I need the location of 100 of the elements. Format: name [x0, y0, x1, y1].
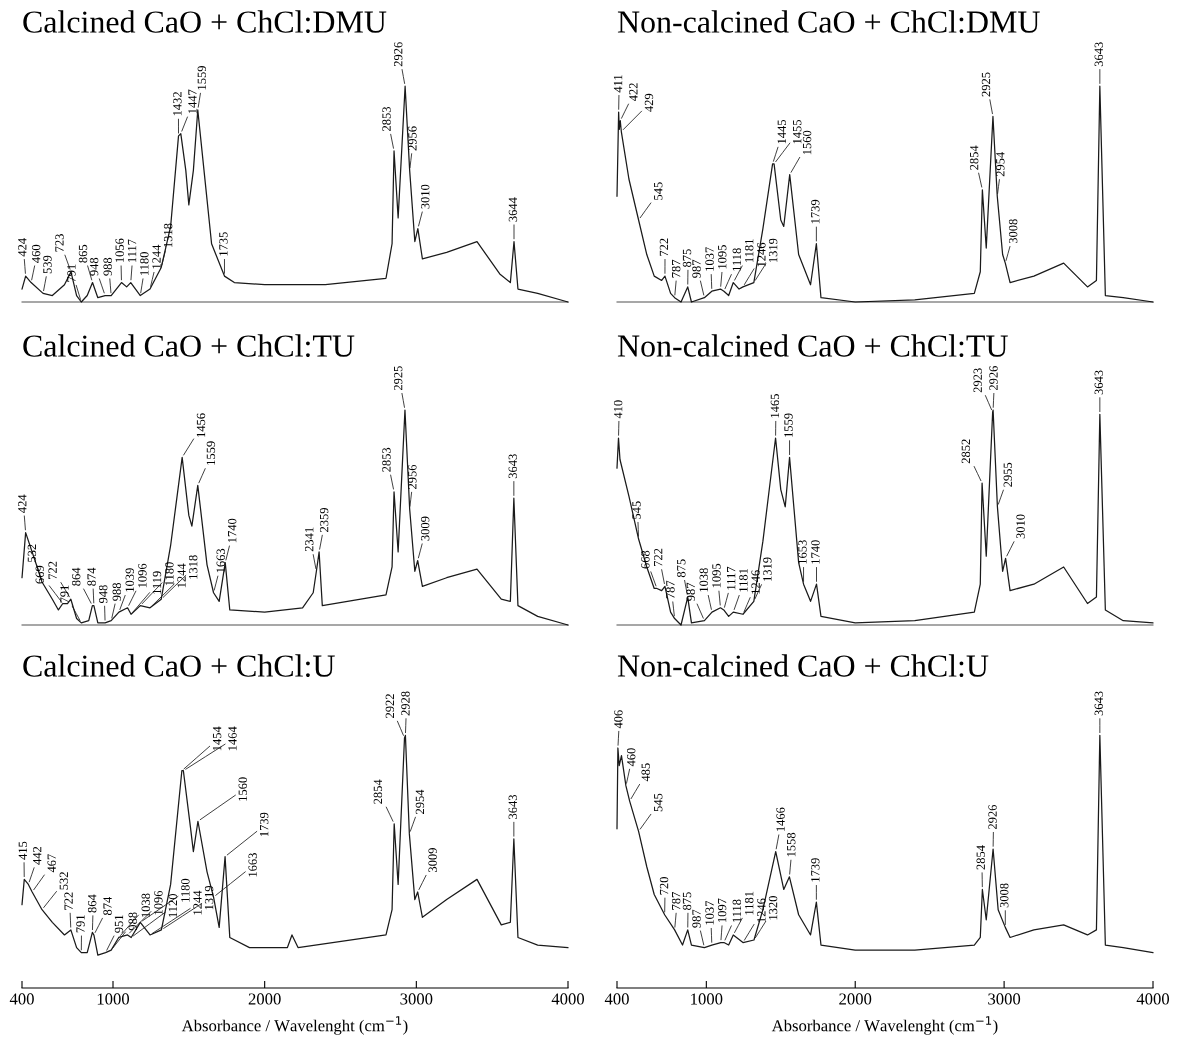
annotation: 1118 — [732, 899, 742, 922]
annotation: 1560 — [238, 777, 247, 801]
annotation: 406 — [614, 710, 623, 729]
annotation: 1739 — [259, 812, 269, 837]
annotation: 1456 — [196, 413, 206, 437]
annotation: 3009 — [428, 848, 437, 872]
annotation: 1181 — [744, 891, 754, 915]
annotation: 1244 — [193, 890, 202, 915]
x-axis-title: Absorbance / Wavelenght (cm$^{−1}$) — [771, 1016, 998, 1035]
annotation: 948 — [89, 257, 99, 276]
annotation: 411 — [613, 75, 623, 93]
annotation: 791 — [76, 915, 85, 933]
annotation: 1558 — [787, 832, 796, 857]
annotation: 2926 — [989, 366, 998, 391]
annotation: 875 — [677, 559, 686, 578]
x-tick-label: 1000 — [691, 993, 723, 1005]
annotation: 2925 — [981, 72, 991, 97]
annotation: 467 — [47, 854, 56, 873]
annotation: 1095 — [712, 563, 721, 588]
annotation: 2955 — [1003, 462, 1012, 487]
annotation: 1246 — [751, 570, 760, 594]
annotation: 1039 — [125, 568, 134, 592]
annotation: 1096 — [138, 563, 147, 588]
annotation: 3010 — [420, 184, 430, 209]
annotation: 1653 — [798, 540, 807, 564]
annotation: 3010 — [1016, 514, 1025, 539]
chart-title: Calcined CaO + ChCl:DMU — [23, 10, 387, 33]
annotation: 2853 — [382, 447, 391, 472]
annotation: 3643 — [508, 794, 517, 819]
annotation: 1447 — [188, 89, 197, 114]
annotation: 2923 — [973, 368, 982, 393]
annotation: 3643 — [1094, 691, 1103, 716]
annotation: 987 — [692, 909, 701, 928]
annotation: 720 — [659, 877, 669, 895]
annotation: 415 — [18, 841, 28, 860]
x-tick-label: 2000 — [248, 993, 281, 1005]
annotation: 2852 — [961, 439, 971, 464]
annotation: 2954 — [996, 152, 1005, 177]
annotation: 1246 — [757, 242, 766, 267]
annotation: 1559 — [784, 413, 793, 437]
x-tick-label: 400 — [9, 993, 34, 1005]
annotation: 2922 — [385, 694, 395, 718]
annotation: 874 — [103, 896, 112, 916]
annotation: 1663 — [248, 853, 257, 877]
annotation: 1466 — [776, 807, 785, 832]
annotation: 948 — [98, 585, 108, 603]
annotation: 1319 — [768, 238, 778, 263]
annotation: 2926 — [394, 42, 403, 67]
annotation: 1319 — [204, 885, 214, 910]
annotation: 1319 — [763, 557, 772, 581]
annotation: 1318 — [163, 223, 173, 247]
annotation: 1181 — [739, 568, 748, 592]
x-tick-label: 400 — [604, 993, 629, 1005]
annotation: 442 — [33, 846, 42, 865]
annotation: 3008 — [1008, 219, 1018, 244]
annotation: 1096 — [154, 890, 163, 915]
x-tick-label: 2000 — [839, 993, 872, 1005]
annotation: 864 — [71, 567, 81, 586]
x-tick-label: 3000 — [988, 993, 1021, 1005]
annotation: 1097 — [717, 898, 727, 922]
annotation: 1037 — [705, 900, 714, 925]
annotation: 1318 — [188, 555, 198, 579]
annotation: 1432 — [173, 92, 182, 116]
annotation: 539 — [43, 255, 52, 274]
annotation: 2359 — [319, 508, 329, 532]
annotation: 532 — [27, 544, 37, 562]
chart-title: Calcined CaO + ChCl:TU — [23, 334, 355, 357]
annotation: 1246 — [757, 898, 766, 922]
annotation: 723 — [55, 234, 64, 252]
annotation: 988 — [103, 257, 112, 276]
annotation: 545 — [632, 501, 641, 519]
annotation: 722 — [653, 548, 663, 567]
annotation: 3643 — [1094, 370, 1103, 395]
annotation: 875 — [682, 249, 692, 267]
annotation: 1445 — [777, 119, 787, 144]
annotation: 791 — [60, 585, 69, 603]
annotation: 988 — [112, 582, 121, 601]
annotation: 1180 — [140, 252, 149, 275]
annotation: 545 — [654, 793, 663, 812]
annotation: 787 — [671, 892, 681, 910]
annotation: 987 — [692, 259, 701, 278]
annotation: 422 — [629, 83, 638, 102]
annotation: 722 — [64, 892, 73, 910]
annotation: 2956 — [408, 126, 417, 151]
annotation: 3008 — [1000, 883, 1009, 908]
annotation: 3009 — [420, 516, 430, 541]
annotation: 2926 — [988, 804, 997, 830]
annotation: 3643 — [1094, 42, 1103, 67]
annotation: 1560 — [802, 130, 812, 155]
annotation: 1739 — [811, 858, 820, 882]
annotation: 1038 — [699, 568, 708, 592]
annotation: 875 — [682, 892, 692, 910]
annotation: 1180 — [181, 878, 190, 902]
x-tick-label: 3000 — [400, 993, 433, 1005]
annotation: 2341 — [305, 527, 314, 552]
chart-title: Non-calcined CaO + ChCl:U — [617, 654, 989, 677]
annotation: 1038 — [141, 893, 150, 917]
annotation: 1244 — [177, 563, 186, 588]
annotation: 2854 — [373, 779, 383, 804]
annotation: 1740 — [811, 540, 820, 564]
